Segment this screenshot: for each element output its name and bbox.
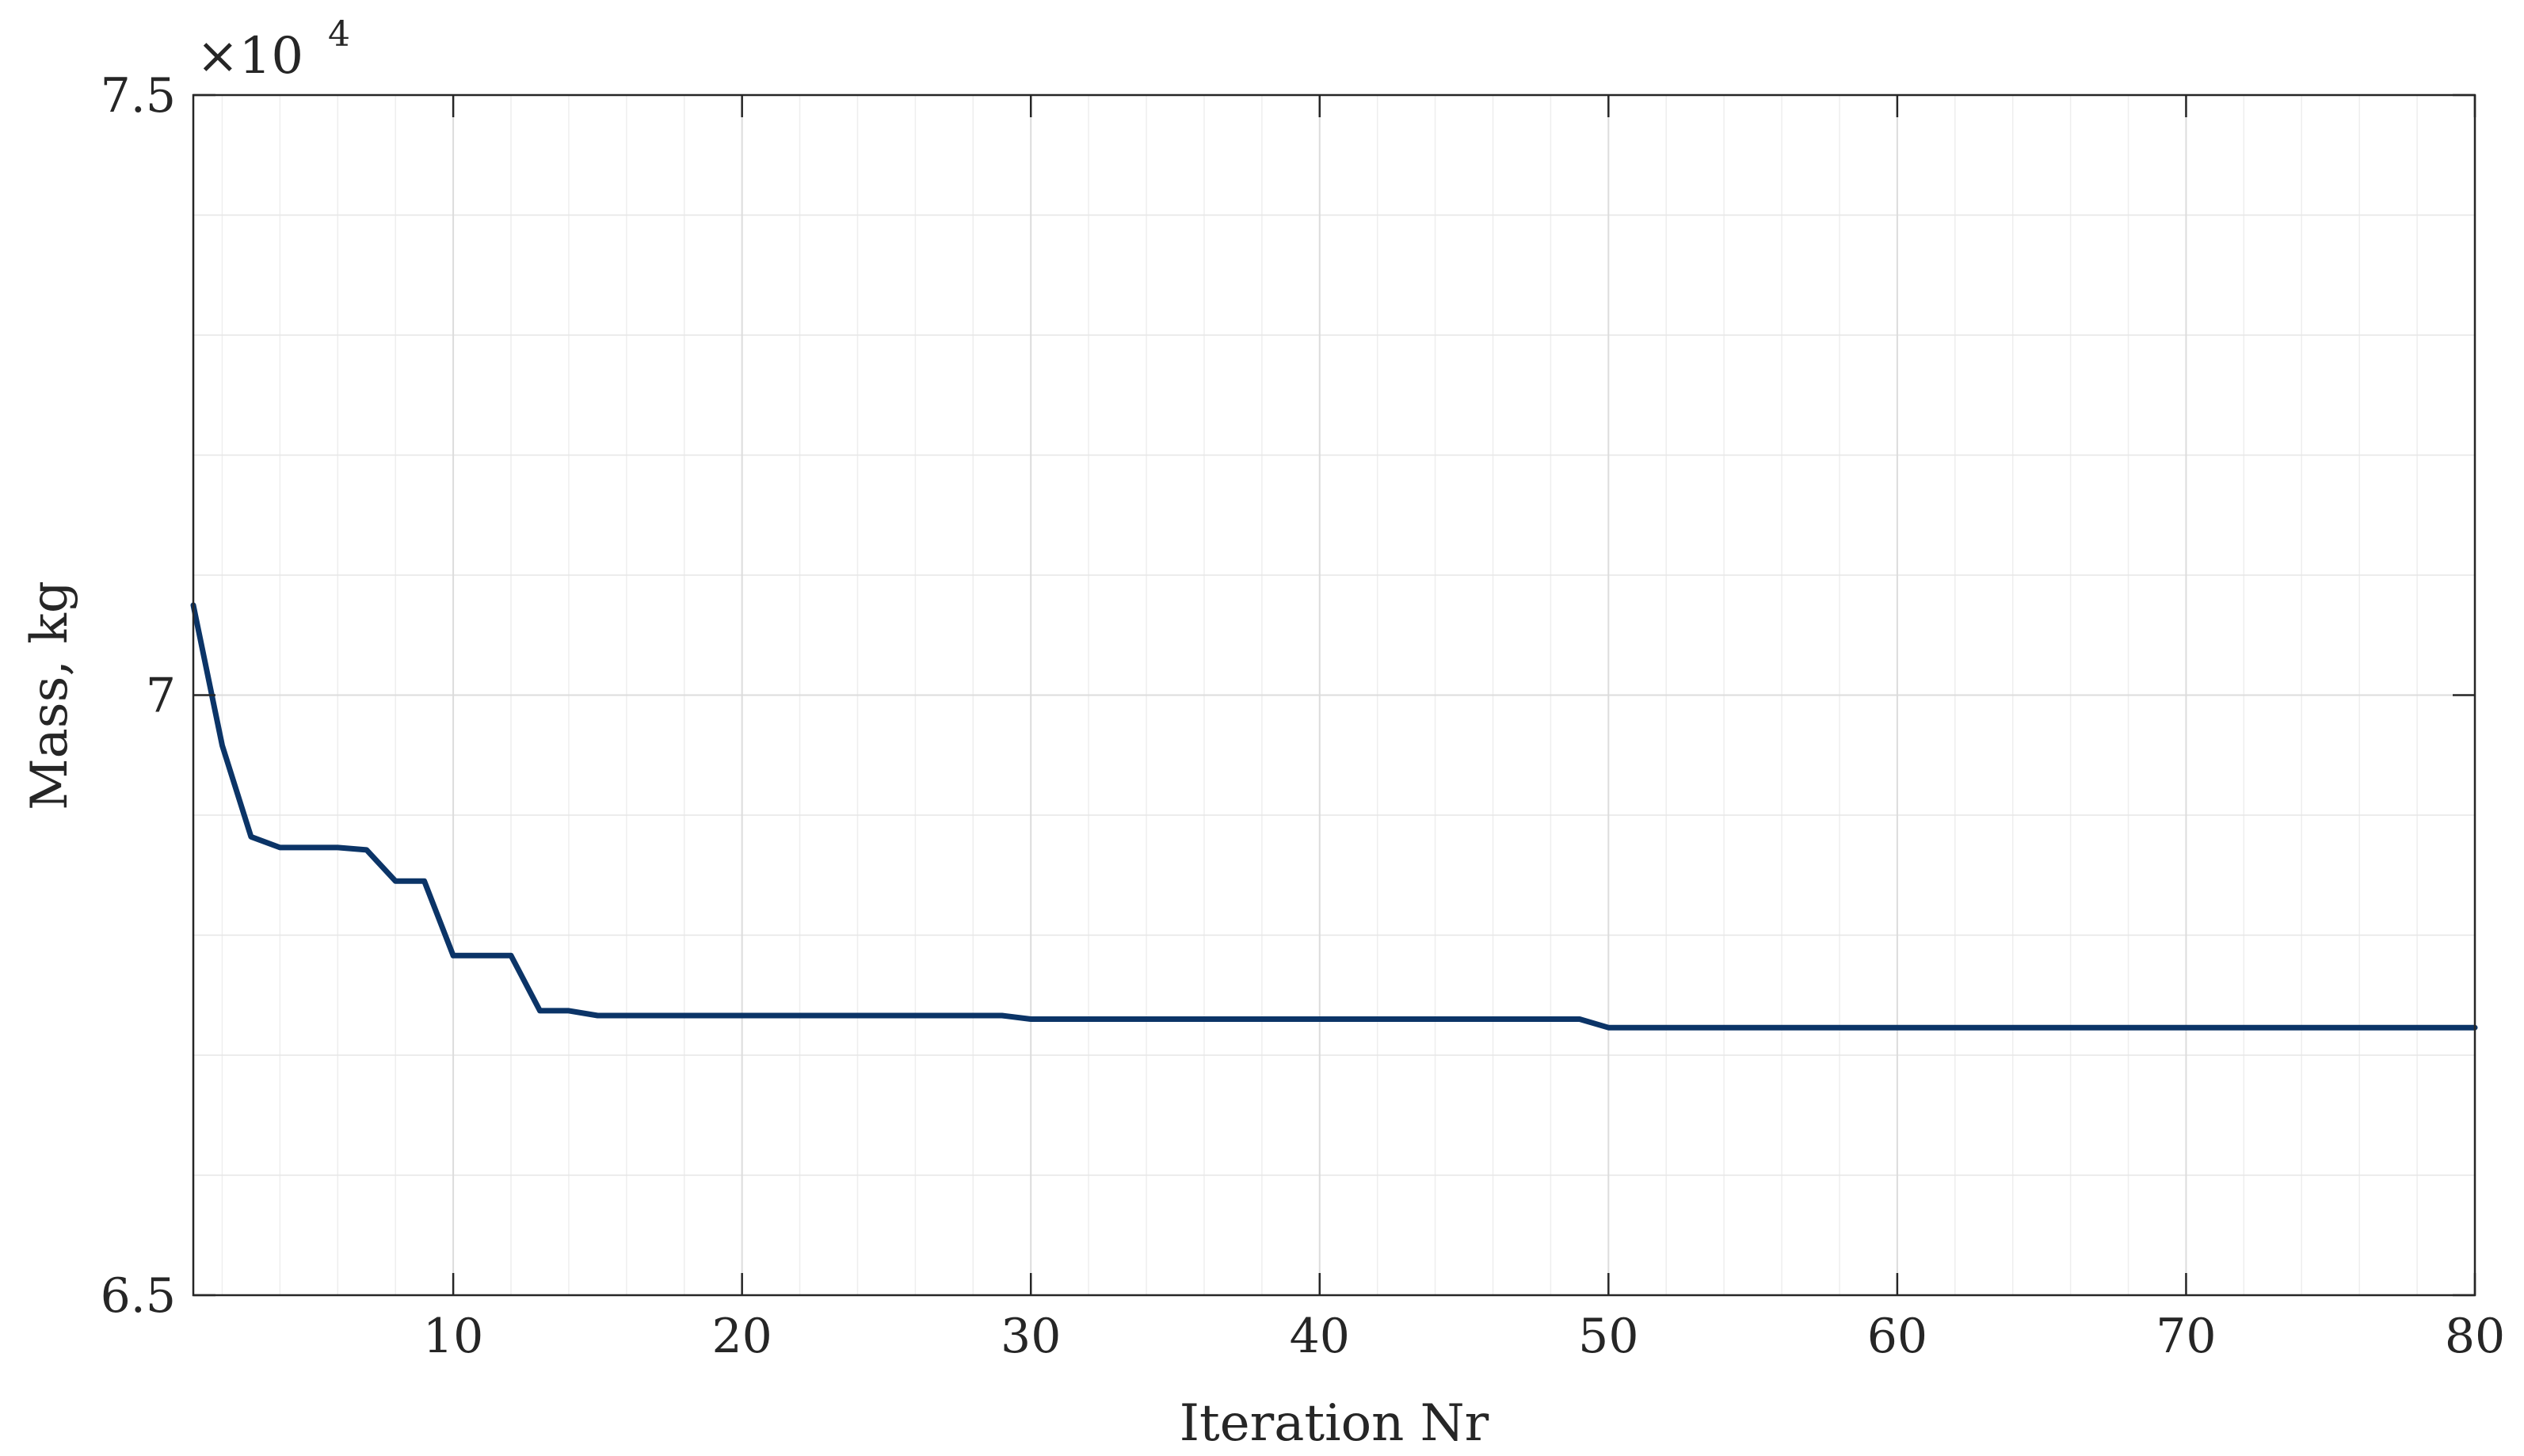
y-tick-labels: 6.5 7 7.5 <box>101 68 176 1324</box>
series-line <box>190 602 2478 1031</box>
x-tick-label: 20 <box>711 1309 772 1364</box>
x-tick-label: 30 <box>1001 1309 1061 1364</box>
x-tick-labels: 10 20 30 40 50 60 70 80 <box>423 1309 2505 1364</box>
x-axis-label: Iteration Nr <box>1180 1394 1489 1453</box>
x-tick-label: 10 <box>423 1309 483 1364</box>
y-exponent-power: 4 <box>328 14 350 55</box>
y-tick-label: 6.5 <box>101 1268 176 1324</box>
tick-marks <box>193 93 2476 1297</box>
y-tick-label: 7.5 <box>101 68 176 124</box>
y-exponent-base: ×10 <box>196 27 303 86</box>
x-tick-label: 80 <box>2445 1309 2505 1364</box>
x-tick-label: 60 <box>1867 1309 1927 1364</box>
x-tick-label: 50 <box>1578 1309 1638 1364</box>
x-tick-label: 40 <box>1290 1309 1350 1364</box>
x-tick-label: 70 <box>2156 1309 2216 1364</box>
y-tick-label: 7 <box>146 669 176 724</box>
y-axis-label: Mass, kg <box>21 581 79 810</box>
